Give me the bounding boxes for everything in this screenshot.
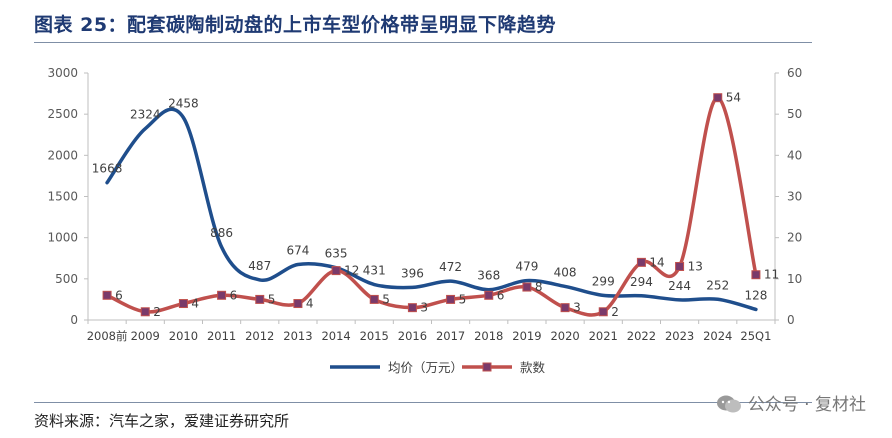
price-data-label: 431 [363, 264, 386, 278]
count-data-label: 3 [573, 301, 581, 315]
price-data-label: 128 [744, 288, 767, 302]
count-data-label: 5 [268, 292, 276, 306]
price-data-label: 674 [286, 244, 309, 258]
left-tick-label: 2500 [47, 107, 78, 121]
count-marker [407, 303, 417, 313]
count-data-label: 6 [230, 288, 238, 302]
price-data-label: 472 [439, 260, 462, 274]
count-marker [217, 290, 227, 300]
x-tick-label: 2018 [474, 329, 503, 343]
count-data-label: 14 [649, 255, 664, 269]
count-marker [522, 282, 532, 292]
count-marker [751, 270, 761, 280]
watermark-text: 公众号 · 复材社 [747, 395, 866, 415]
price-data-label: 2324 [130, 108, 161, 122]
price-data-label: 886 [210, 226, 233, 240]
x-tick-label: 2017 [436, 329, 465, 343]
count-data-label: 2 [153, 305, 161, 319]
legend-count-marker [482, 362, 492, 372]
count-data-label: 8 [535, 280, 543, 294]
x-tick-label: 2020 [550, 329, 579, 343]
count-data-label: 12 [344, 264, 359, 278]
count-data-label: 5 [459, 292, 467, 306]
count-data-label: 13 [688, 259, 703, 273]
x-tick-label: 2022 [627, 329, 656, 343]
x-tick-label: 2019 [512, 329, 541, 343]
count-data-label: 6 [115, 288, 123, 302]
count-data-label: 3 [420, 301, 428, 315]
source-note: 资料来源：汽车之家，爱建证券研究所 [34, 412, 290, 430]
count-marker [178, 299, 188, 309]
left-tick-label: 3000 [47, 66, 78, 80]
x-tick-label: 2021 [589, 329, 618, 343]
count-marker [446, 294, 456, 304]
right-tick-label: 10 [787, 272, 802, 286]
price-data-label: 368 [477, 269, 500, 283]
x-tick-label: 2016 [398, 329, 427, 343]
x-tick-label: 2014 [321, 329, 350, 343]
legend-price-label: 均价（万元） [388, 360, 463, 375]
count-marker [484, 290, 494, 300]
left-tick-label: 1500 [47, 190, 78, 204]
right-tick-label: 60 [787, 66, 802, 80]
x-tick-label: 2008前 [87, 329, 128, 343]
left-tick-label: 500 [55, 272, 78, 286]
wechat-icon [716, 395, 741, 413]
x-tick-label: 2015 [360, 329, 389, 343]
price-data-label: 299 [592, 274, 615, 288]
count-marker [675, 261, 685, 271]
count-marker [713, 93, 723, 103]
price-data-label: 479 [515, 260, 538, 274]
x-tick-label: 2013 [283, 329, 312, 343]
count-marker [102, 290, 112, 300]
price-data-label: 244 [668, 279, 691, 293]
price-data-label: 2458 [168, 97, 199, 111]
count-data-label: 2 [611, 305, 619, 319]
x-tick-label: 2010 [169, 329, 198, 343]
watermark: 公众号 · 复材社 [716, 390, 866, 415]
price-data-label: 408 [554, 265, 577, 279]
count-marker [369, 294, 379, 304]
x-tick-label: 2024 [703, 329, 732, 343]
right-tick-label: 30 [787, 190, 802, 204]
count-data-label: 4 [306, 297, 314, 311]
legend-count-label: 款数 [520, 360, 546, 375]
right-tick-label: 20 [787, 231, 802, 245]
left-tick-label: 0 [70, 313, 78, 327]
count-data-label: 4 [191, 297, 199, 311]
count-data-label: 54 [726, 91, 741, 105]
count-marker [255, 294, 265, 304]
source-divider [34, 402, 812, 403]
title-divider [34, 42, 812, 43]
chart-title: 图表 25：配套碳陶制动盘的上市车型价格带呈明显下降趋势 [34, 14, 557, 36]
x-tick-label: 2023 [665, 329, 694, 343]
series-price-line [105, 107, 758, 312]
x-tick-label: 2011 [207, 329, 236, 343]
price-data-label: 396 [401, 266, 424, 280]
price-data-label: 1668 [92, 162, 123, 176]
count-marker [140, 307, 150, 317]
price-data-label: 635 [325, 247, 348, 261]
count-marker [293, 299, 303, 309]
count-marker [598, 307, 608, 317]
count-marker [560, 303, 570, 313]
price-data-label: 487 [248, 259, 271, 273]
count-marker [331, 266, 341, 276]
count-data-label: 11 [764, 268, 779, 282]
price-count-chart: 0 500 1000 1500 2000 2500 3000 0 10 20 30 40 50 60 200… [47, 66, 802, 375]
count-marker [636, 257, 646, 267]
right-tick-label: 40 [787, 148, 802, 162]
price-data-label: 252 [706, 278, 729, 292]
right-tick-label: 50 [787, 107, 802, 121]
x-tick-label: 2012 [245, 329, 274, 343]
count-data-label: 6 [497, 288, 505, 302]
x-tick-label: 2009 [131, 329, 160, 343]
left-tick-label: 1000 [47, 231, 78, 245]
left-tick-label: 2000 [47, 148, 78, 162]
right-tick-label: 0 [787, 313, 795, 327]
x-tick-label: 25Q1 [740, 329, 771, 343]
count-data-label: 5 [382, 292, 390, 306]
price-data-label: 294 [630, 275, 653, 289]
